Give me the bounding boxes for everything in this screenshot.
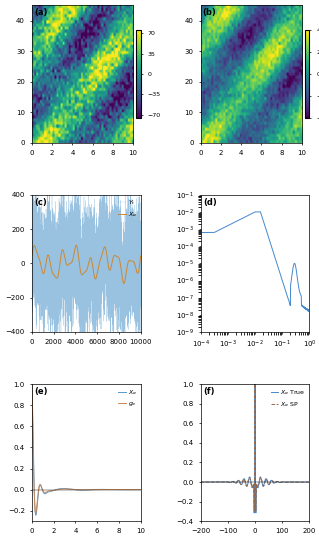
$X_\alpha$ SP — [308, 479, 311, 485]
$X_\alpha$ — [83, 269, 87, 275]
$X_\alpha$ — [105, 486, 109, 493]
$Y_t$ — [51, 276, 55, 283]
$X_\alpha$ SP — [253, 381, 257, 387]
Line: $X_\alpha$: $X_\alpha$ — [32, 245, 141, 283]
$g_\alpha$ — [74, 487, 78, 493]
$X_\alpha$ True — [253, 378, 257, 384]
$X_\alpha$ — [117, 487, 121, 493]
$g_\alpha$ — [117, 487, 121, 493]
$X_\alpha$ True — [252, 481, 256, 488]
$g_\alpha$ — [105, 487, 109, 493]
Legend: $X_\alpha$, $g_\alpha$: $X_\alpha$, $g_\alpha$ — [118, 387, 137, 408]
Line: $X_\alpha$: $X_\alpha$ — [32, 380, 141, 515]
$X_\alpha$ — [74, 487, 78, 493]
Text: (b): (b) — [203, 8, 216, 17]
$X_\alpha$ — [51, 271, 55, 277]
$X_\alpha$ SP — [304, 479, 308, 485]
$X_\alpha$ SP — [252, 508, 256, 514]
$g_\alpha$ — [30, 377, 34, 384]
Line: $X_\alpha$ SP: $X_\alpha$ SP — [201, 384, 309, 511]
$X_\alpha$ — [31, 249, 34, 256]
$Y_t$ — [83, 245, 87, 251]
$X_\alpha$ True — [308, 479, 311, 485]
$X_\alpha$ True — [199, 479, 203, 485]
$X_\alpha$ — [122, 280, 126, 287]
$X_\alpha$ — [36, 254, 40, 260]
Text: (d): (d) — [203, 198, 217, 206]
$X_\alpha$ True — [285, 479, 288, 485]
$X_\alpha$ — [115, 487, 119, 493]
$Y_t$ — [30, 209, 34, 216]
$Y_t$ — [94, 359, 98, 365]
$X_\alpha$ SP — [204, 479, 208, 485]
$X_\alpha$ SP — [199, 479, 203, 485]
$X_\alpha$ — [139, 253, 143, 260]
$X_\alpha$ — [34, 512, 38, 519]
Legend: $Y_t$, $X_\alpha$: $Y_t$, $X_\alpha$ — [118, 198, 137, 220]
Line: $Y_t$: $Y_t$ — [32, 156, 141, 362]
$X_\alpha$ — [139, 487, 143, 493]
$X_\alpha$ — [30, 376, 34, 383]
$g_\alpha$ — [34, 510, 38, 516]
$X_\alpha$ — [34, 248, 38, 254]
$g_\alpha$ — [78, 487, 82, 493]
$X_\alpha$ True — [304, 479, 308, 485]
$g_\alpha$ — [139, 487, 143, 493]
$Y_t$ — [139, 287, 143, 293]
$X_\alpha$ — [133, 262, 137, 268]
$Y_t$ — [133, 231, 137, 238]
$X_\alpha$ SP — [252, 481, 256, 488]
$X_\alpha$ — [74, 242, 78, 249]
Line: $X_\alpha$ True: $X_\alpha$ True — [201, 381, 309, 513]
$X_\alpha$ — [30, 252, 34, 259]
$X_\alpha$ — [41, 489, 45, 495]
$X_\alpha$ — [78, 487, 82, 494]
$X_\alpha$ True — [204, 479, 208, 485]
$X_\alpha$ SP — [249, 478, 253, 485]
Text: (a): (a) — [34, 8, 47, 17]
$Y_t$ — [34, 251, 38, 257]
$g_\alpha$ — [41, 488, 45, 494]
$X_\alpha$ True — [252, 510, 256, 516]
$g_\alpha$ — [115, 487, 119, 493]
$X_\alpha$ True — [249, 477, 253, 483]
$Y_t$ — [73, 153, 77, 160]
$Y_t$ — [36, 204, 40, 211]
$X_\alpha$ True — [304, 479, 308, 485]
Legend: $X_\alpha$ True, $X_\alpha$ SP: $X_\alpha$ True, $X_\alpha$ SP — [270, 387, 306, 409]
$X_\alpha$ SP — [304, 479, 308, 485]
$X_\alpha$ SP — [285, 479, 288, 485]
Text: (f): (f) — [203, 387, 214, 396]
Text: (c): (c) — [34, 198, 47, 206]
Text: (e): (e) — [34, 387, 48, 396]
Line: $g_\alpha$: $g_\alpha$ — [32, 381, 141, 513]
$Y_t$ — [31, 295, 34, 302]
